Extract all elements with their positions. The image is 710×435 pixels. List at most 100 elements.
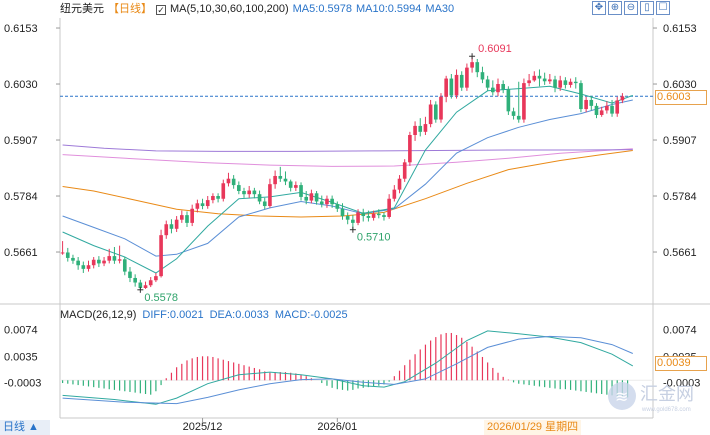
candle <box>351 219 355 223</box>
candle <box>71 257 75 261</box>
candle <box>449 78 454 96</box>
watermark-circle-icon <box>608 382 636 410</box>
watermark-text: 汇金网 <box>640 384 694 405</box>
candle <box>122 259 127 272</box>
candle <box>299 185 303 197</box>
candle <box>387 198 391 217</box>
candle <box>330 198 334 205</box>
high-annotation: 0.6091 <box>478 43 512 55</box>
price-tick-label-left: 0.6153 <box>4 23 38 35</box>
macd-line-dea <box>62 335 633 405</box>
candle <box>516 115 521 120</box>
candle <box>216 196 220 199</box>
candle <box>283 178 288 182</box>
candle <box>501 84 506 90</box>
candle <box>465 67 469 88</box>
price-tick-label-right: 0.5661 <box>663 247 697 259</box>
candle <box>376 213 381 216</box>
candle <box>620 96 625 101</box>
candle <box>112 256 117 261</box>
candle <box>361 212 366 217</box>
ma-line-ma5 <box>62 85 633 274</box>
candle <box>185 215 189 223</box>
macd-line-diff <box>62 330 634 405</box>
price-tick-label-right: 0.5784 <box>663 191 697 203</box>
candle <box>605 105 609 111</box>
candle <box>579 83 583 110</box>
candle <box>200 203 205 207</box>
candle <box>475 62 480 73</box>
zoom-in-icon[interactable]: ⊕ <box>608 1 622 15</box>
price-tick-label-left: 0.5661 <box>4 247 38 259</box>
candle <box>589 99 594 106</box>
ma-line-ma10 <box>62 99 633 257</box>
candle <box>195 203 200 209</box>
candle <box>480 72 485 80</box>
candle <box>252 190 257 195</box>
candle <box>107 256 112 261</box>
candle <box>288 181 293 188</box>
ma-line-ma30 <box>62 150 633 218</box>
candle <box>174 219 179 229</box>
candle <box>532 75 537 81</box>
candle <box>179 215 184 220</box>
macd-tick-label-left: -0.0003 <box>4 377 41 389</box>
fullscreen-icon[interactable]: ☐ <box>656 1 670 15</box>
candle <box>345 216 350 220</box>
macd-tick-label-right: -0.0003 <box>663 377 700 389</box>
macd-tick-label-left: 0.0074 <box>4 325 38 337</box>
candle <box>522 83 526 120</box>
candle <box>205 200 210 207</box>
candle <box>418 125 423 132</box>
candle <box>242 191 246 195</box>
watermark-glyph-icon: ≋ <box>615 389 628 406</box>
watermark-logo: ≋ 汇金网 www.gold678.com <box>608 382 694 413</box>
low-annotation: 0.5710 <box>357 232 391 244</box>
candle <box>268 184 272 207</box>
candle <box>356 212 360 223</box>
period-label[interactable]: 【日线】 <box>108 3 152 15</box>
candle <box>444 78 448 97</box>
candle <box>527 80 531 84</box>
ma-line-ma60 <box>62 144 633 152</box>
time-tick-label: 2026/01 <box>317 421 357 433</box>
price-tick-label-left: 0.6030 <box>4 79 38 91</box>
macd-header: MACD(26,12,9) DIFF:0.0021 DEA:0.0033 MACD:-… <box>60 308 354 322</box>
ma30-value: MA30 <box>425 3 455 15</box>
move-icon[interactable]: ✥ <box>592 1 606 15</box>
candle <box>568 81 573 85</box>
macd-diff: DIFF:0.0021 <box>142 309 204 321</box>
macd-label[interactable]: MACD(26,12,9) <box>60 309 137 321</box>
symbol-name: 纽元美元 <box>60 3 104 15</box>
candle <box>81 265 86 269</box>
candle <box>314 193 319 202</box>
candle <box>459 74 464 88</box>
chart-header: 纽元美元 【日线】 ✓ MA(5,10,30,60,100,200) MA5:0.597… <box>60 2 458 16</box>
candle <box>397 178 402 190</box>
candle <box>102 260 106 264</box>
macd-tick-label-left: 0.0035 <box>4 351 38 363</box>
ma-toggle-checkbox-icon[interactable]: ✓ <box>156 5 166 15</box>
period-switch-button[interactable]: 日线 ▲ <box>0 420 50 435</box>
candle <box>154 276 158 281</box>
candle <box>511 111 516 116</box>
candle <box>164 224 169 236</box>
candle <box>553 79 557 88</box>
current-price-box: 0.6003 <box>655 90 707 105</box>
candle <box>65 252 70 258</box>
candle <box>221 183 226 199</box>
ma5-value: MA5:0.5978 <box>292 3 352 15</box>
candle <box>133 277 137 283</box>
candle <box>548 79 552 82</box>
time-tick-label: 2025/12 <box>183 421 223 433</box>
candle <box>190 208 194 223</box>
candle <box>423 124 428 132</box>
candle <box>584 99 588 110</box>
candle <box>273 175 277 185</box>
ma-label[interactable]: MA(5,10,30,60,100,200) <box>170 3 289 15</box>
zoom-out-icon[interactable]: ⊖ <box>624 1 638 15</box>
split-panel-icon[interactable]: ▯ <box>640 1 654 15</box>
candle <box>294 185 298 188</box>
candle <box>169 224 174 229</box>
candle <box>470 62 474 68</box>
